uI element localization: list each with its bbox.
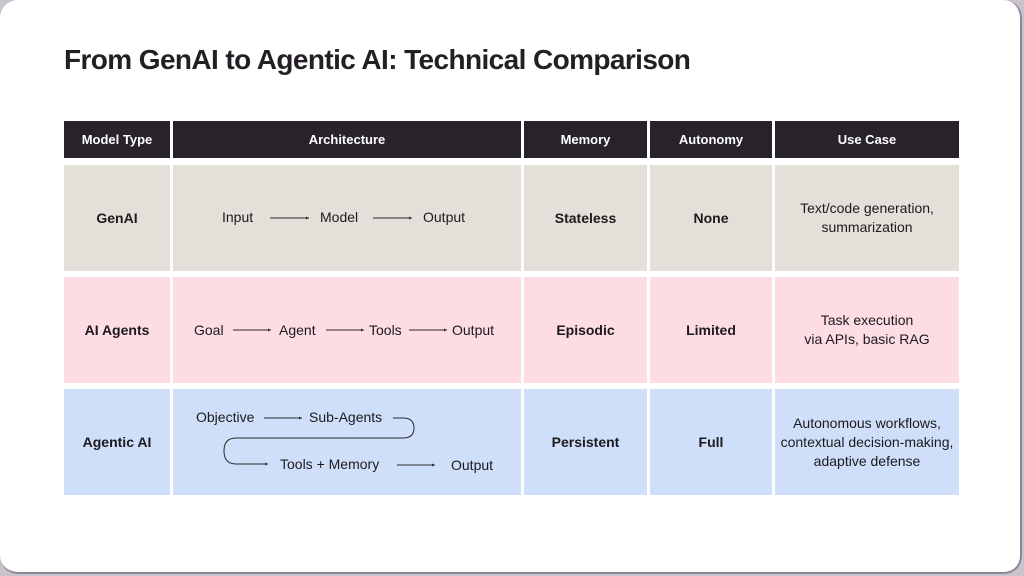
row-genai-model-type: GenAI (64, 165, 170, 271)
flow-node: Tools + Memory (280, 456, 380, 472)
flow-node: Agent (279, 322, 316, 338)
use-case-line: adaptive defense (813, 452, 921, 469)
row-genai-architecture: Input Model Output (173, 165, 521, 271)
flow-node: Sub-Agents (309, 409, 383, 425)
flow-node: Output (423, 209, 466, 225)
flow-node: Output (452, 322, 495, 338)
header-memory: Memory (524, 121, 647, 158)
row-agentic-ai-architecture: Objective Sub-Agents Tools + Memory Outp… (173, 389, 521, 495)
header-architecture: Architecture (173, 121, 521, 158)
use-case-line: contextual decision-making, (780, 433, 954, 450)
flow-node: Objective (196, 409, 255, 425)
flow-node: Tools (369, 322, 402, 338)
row-agentic-ai-model-type: Agentic AI (64, 389, 170, 495)
row-ai-agents-model-type: AI Agents (64, 277, 170, 383)
use-case-line: Text/code generation, (800, 200, 934, 216)
row-ai-agents-autonomy: Limited (650, 277, 772, 383)
use-case-line: summarization (821, 219, 913, 235)
row-genai-memory: Stateless (524, 165, 647, 271)
row-genai-autonomy: None (650, 165, 772, 271)
flow-node: Output (451, 457, 494, 473)
page-title: From GenAI to Agentic AI: Technical Comp… (64, 44, 691, 75)
use-case-line: Autonomous workflows, (793, 414, 941, 431)
row-ai-agents-memory: Episodic (524, 277, 647, 383)
flow-node: Goal (194, 322, 224, 338)
row-agentic-ai-autonomy: Full (650, 389, 772, 495)
row-ai-agents-use-case: Task execution via APIs, basic RAG (775, 277, 959, 383)
flow-node: Input (222, 209, 254, 225)
use-case-line: via APIs, basic RAG (804, 331, 930, 347)
row-ai-agents-architecture: Goal Agent Tools Output (173, 277, 521, 383)
header-autonomy: Autonomy (650, 121, 772, 158)
use-case-line: Task execution (820, 312, 914, 328)
flow-node: Model (320, 209, 359, 225)
row-genai-use-case: Text/code generation, summarization (775, 165, 959, 271)
row-agentic-ai-use-case: Autonomous workflows, contextual decisio… (775, 389, 959, 495)
header-model-type: Model Type (64, 121, 170, 158)
header-use-case: Use Case (775, 121, 959, 158)
row-agentic-ai-memory: Persistent (524, 389, 647, 495)
